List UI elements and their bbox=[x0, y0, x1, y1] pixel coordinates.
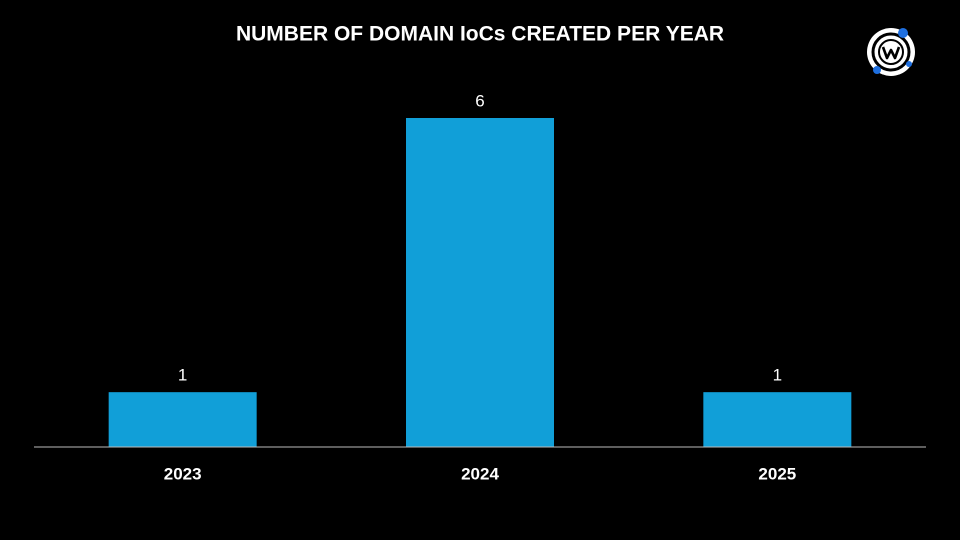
x-tick-label: 2023 bbox=[164, 464, 202, 483]
bar bbox=[406, 118, 554, 447]
logo-ring bbox=[871, 32, 911, 72]
x-tick-label: 2025 bbox=[758, 464, 796, 483]
logo-dot bbox=[873, 66, 881, 74]
data-label: 6 bbox=[475, 91, 484, 110]
logo-dot bbox=[906, 61, 912, 67]
logo bbox=[867, 28, 915, 76]
bar bbox=[108, 392, 257, 447]
logo-w bbox=[881, 46, 901, 60]
bar bbox=[703, 392, 852, 447]
data-label: 1 bbox=[773, 366, 782, 385]
logo-dot bbox=[898, 28, 908, 38]
x-tick-label: 2024 bbox=[461, 464, 499, 483]
data-label: 1 bbox=[178, 366, 187, 385]
chart-title: NUMBER OF DOMAIN IoCs CREATED PER YEAR bbox=[236, 23, 724, 46]
